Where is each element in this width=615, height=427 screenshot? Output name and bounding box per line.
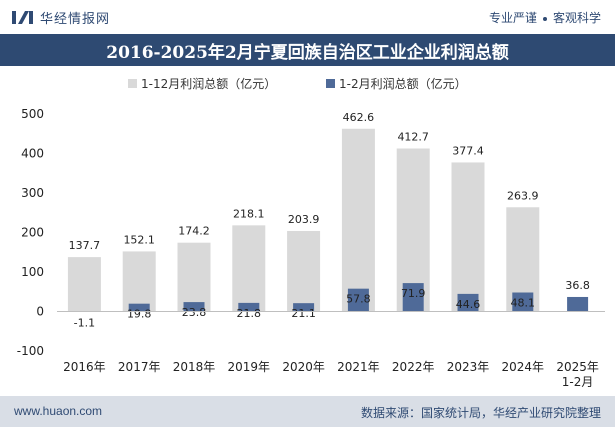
bar-jan-feb [567, 296, 589, 312]
data-label-full-year: 174.2 [178, 225, 210, 238]
slogan-dot [542, 16, 547, 21]
bar-full-year [232, 225, 266, 312]
bar-jan-feb [128, 303, 150, 312]
slogan-left: 专业严谨 [488, 11, 537, 25]
footer-site: www.huaon.com [14, 404, 103, 418]
data-label-jan-feb: 19.8 [127, 308, 152, 321]
x-tick-label: 2019年 [228, 360, 271, 374]
brand: 华经情报网 [12, 7, 110, 27]
data-label-full-year: 218.1 [233, 207, 265, 220]
x-tick-label: 2023年 [447, 360, 490, 374]
bar-full-year [341, 128, 375, 312]
y-tick-label: 200 [21, 226, 44, 240]
footer: www.huaon.com 数据来源：国家统计局，华经产业研究院整理 [0, 396, 615, 427]
x-tick-label: 2016年 [63, 360, 106, 374]
y-tick-label: 300 [21, 186, 44, 200]
x-tick-label: 2025年 1-2月 [556, 360, 599, 389]
footer-source: 数据来源：国家统计局，华经产业研究院整理 [360, 406, 601, 420]
bar-full-year [122, 251, 156, 312]
data-label-full-year: 137.7 [69, 239, 101, 252]
y-tick-label: 100 [21, 265, 44, 279]
data-label-jan-feb: 36.8 [565, 279, 590, 292]
x-tick-label: 2021年 [337, 360, 380, 374]
bar-chart: 1-12月利润总额（亿元） 1-2月利润总额（亿元） -100 0 100 200 300 4… [17, 76, 605, 389]
slogan-right: 客观科学 [552, 11, 601, 25]
x-tick-label: 2022年 [392, 360, 435, 374]
bar-full-year [67, 257, 101, 312]
bar-jan-feb [402, 283, 424, 312]
data-label-jan-feb: 48.1 [511, 297, 536, 310]
y-tick-label: -100 [17, 344, 44, 358]
data-label-full-year: 263.9 [507, 189, 539, 202]
brand-name: 华经情报网 [40, 11, 111, 27]
bar-full-year [177, 242, 211, 312]
bar-jan-feb [347, 288, 369, 312]
bar-full-year [287, 230, 321, 312]
bar-jan-feb [457, 293, 479, 312]
bar-full-year [451, 162, 485, 312]
x-tick-label: 2018年 [173, 360, 216, 374]
data-label-jan-feb: 57.8 [346, 293, 371, 306]
huajing-logo-icon [12, 11, 33, 24]
data-label-jan-feb: 21.8 [237, 307, 262, 320]
data-label-full-year: 462.6 [343, 111, 375, 124]
chart-title: 2016-2025年2月宁夏回族自治区工业企业利润总额 [106, 42, 509, 63]
data-label-full-year: 412.7 [397, 130, 429, 143]
data-label-full-year: 203.9 [288, 213, 320, 226]
y-tick-label: 400 [21, 147, 44, 161]
bar-jan-feb [183, 302, 205, 312]
top-bar: 华经情报网 专业严谨 客观科学 [0, 0, 615, 34]
legend-label-jan-feb: 1-2月利润总额（亿元） [339, 76, 467, 91]
x-tick-label: 2024年 [502, 360, 545, 374]
legend-swatch-jan-feb [326, 79, 335, 88]
data-label-jan-feb: 23.8 [182, 306, 207, 319]
data-label-full-year: 377.4 [452, 144, 484, 157]
data-label-jan-feb: 71.9 [401, 287, 426, 300]
data-label-full-year: 152.1 [123, 233, 155, 246]
x-tick-label: 2017年 [118, 360, 161, 374]
bar-jan-feb [512, 292, 534, 312]
y-tick-label: 0 [36, 305, 44, 319]
data-label-jan-feb: 44.6 [456, 298, 481, 311]
x-tick-label: 2020年 [282, 360, 325, 374]
bar-jan-feb [238, 302, 260, 312]
data-label-jan-feb: -1.1 [74, 317, 95, 330]
data-label-jan-feb: 21.1 [291, 307, 316, 320]
slogan: 专业严谨 客观科学 [489, 9, 601, 26]
y-tick-label: 500 [21, 107, 44, 121]
legend-swatch-full-year [128, 79, 137, 88]
title-band: 2016-2025年2月宁夏回族自治区工业企业利润总额 [0, 34, 615, 66]
bar-jan-feb [293, 303, 315, 312]
legend-label-full-year: 1-12月利润总额（亿元） [141, 76, 276, 91]
